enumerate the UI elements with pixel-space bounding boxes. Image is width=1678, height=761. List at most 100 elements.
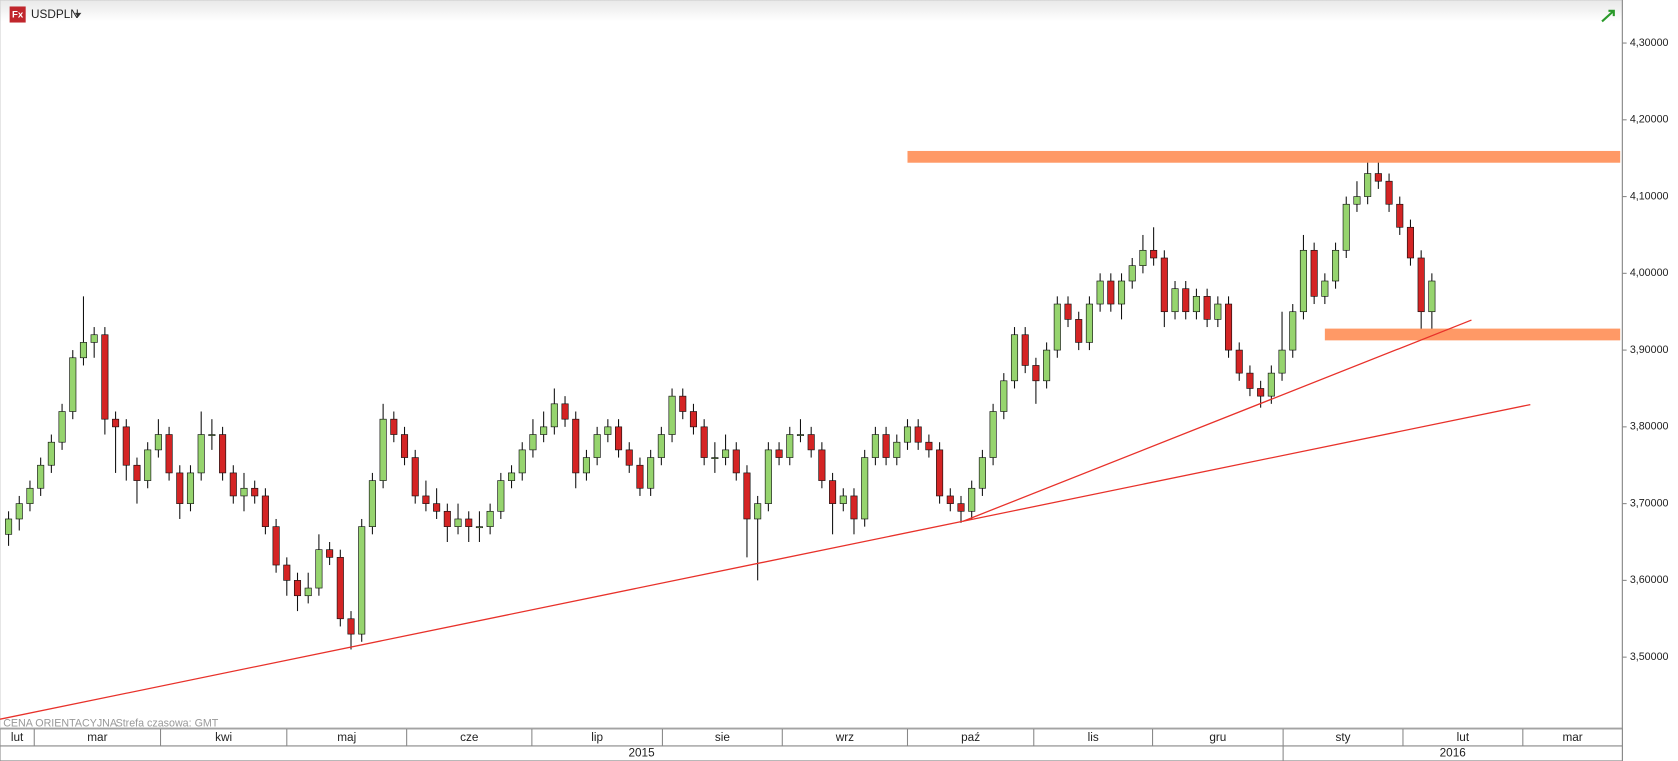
candle-body (786, 434, 794, 458)
candle-body (15, 503, 23, 520)
candle-body (1171, 288, 1179, 313)
candle-body (272, 526, 280, 566)
candle-body (433, 503, 441, 512)
candle-body (1385, 180, 1393, 205)
year-label: 2016 (1440, 747, 1467, 760)
candle-body (454, 518, 462, 527)
symbol[interactable]: USDPLN (31, 8, 79, 21)
candle-body (1225, 303, 1233, 351)
candle-body (936, 449, 944, 497)
candle-body (1257, 388, 1265, 397)
month-label: sie (715, 731, 730, 744)
candle-body (807, 434, 815, 451)
candle-body (818, 449, 826, 481)
candle-body (1000, 380, 1008, 412)
candle-body (839, 495, 847, 504)
candle-body (1428, 280, 1436, 313)
candle-body (90, 334, 98, 343)
candle-body (443, 510, 451, 527)
month-label: lip (591, 731, 603, 744)
y-tick-label: 3,80000 (1630, 421, 1669, 433)
candle-body (122, 426, 130, 466)
year-label: 2015 (628, 747, 655, 760)
candle-body (647, 457, 655, 489)
candle-body (37, 464, 45, 489)
trend-icon[interactable] (1601, 9, 1615, 23)
month-label: paź (961, 731, 980, 744)
plot-frame (0, 0, 1623, 729)
candle-body (1417, 257, 1425, 313)
y-tick-label: 3,90000 (1630, 344, 1669, 356)
resistance-zone (907, 150, 1621, 163)
dropdown-arrow[interactable] (74, 12, 82, 18)
candle-body (796, 434, 805, 436)
candle-body (700, 426, 708, 458)
month-label: sty (1336, 731, 1351, 744)
month-label: wrz (835, 731, 854, 744)
candle-body (101, 334, 109, 420)
candle-body (978, 457, 986, 489)
candle-body (69, 357, 77, 412)
candle-body (293, 580, 302, 597)
candle-body (679, 395, 687, 412)
candle-body (861, 457, 869, 520)
candle-body (1043, 349, 1051, 382)
candle-body (925, 441, 933, 451)
candle-body (251, 487, 259, 497)
candle-body (1332, 249, 1340, 282)
y-tick-label: 3,60000 (1630, 574, 1669, 586)
candle-body (604, 426, 612, 435)
candle-body (315, 549, 323, 589)
y-tick-label: 4,20000 (1630, 114, 1669, 126)
candle-body (58, 411, 66, 443)
candle-body (358, 526, 366, 635)
candle-body (1364, 173, 1372, 197)
candle-body (1310, 249, 1318, 297)
candle-body (1192, 296, 1200, 313)
candle-body (411, 457, 419, 497)
candle-body (722, 449, 730, 458)
candle-body (497, 480, 505, 512)
candle-body (1246, 372, 1254, 389)
candle-body (465, 518, 473, 527)
candle-body (197, 434, 205, 474)
candle-body (165, 434, 173, 474)
y-tick-label: 3,70000 (1630, 497, 1669, 509)
candle-body (903, 426, 912, 443)
candle-body (593, 434, 601, 458)
candle-body (1214, 303, 1222, 320)
candle-body (615, 426, 623, 451)
month-label: lut (1457, 731, 1470, 744)
candle-body (1182, 288, 1190, 313)
month-label: lut (11, 731, 24, 744)
candle-body (326, 549, 334, 558)
candle-body (1396, 203, 1404, 228)
candle-body (636, 464, 644, 489)
trend-line (0, 403, 1531, 720)
candle-body (850, 495, 858, 520)
candle-body (582, 457, 590, 474)
candle-body (1096, 280, 1104, 305)
month-label: gru (1209, 731, 1226, 744)
candle-body (486, 510, 494, 527)
candle-body (1299, 249, 1307, 313)
candle-body (1406, 226, 1414, 259)
candle-body (508, 472, 516, 481)
candle-body (47, 441, 55, 466)
candle-body (283, 564, 291, 581)
trend-line (962, 319, 1472, 522)
candle-body (625, 449, 633, 466)
candle-body (946, 495, 954, 504)
candle-body (1128, 265, 1136, 282)
candle-body (893, 441, 901, 458)
top-bar (0, 0, 1623, 22)
candle-body (1321, 280, 1329, 297)
candle-body (133, 464, 141, 481)
candle-body (572, 418, 580, 474)
support-zone (1324, 328, 1621, 341)
candle-body (186, 472, 195, 504)
candle-body (518, 449, 526, 474)
candle-body (400, 434, 409, 458)
candle-body (347, 618, 355, 635)
candle-body (1117, 280, 1126, 305)
